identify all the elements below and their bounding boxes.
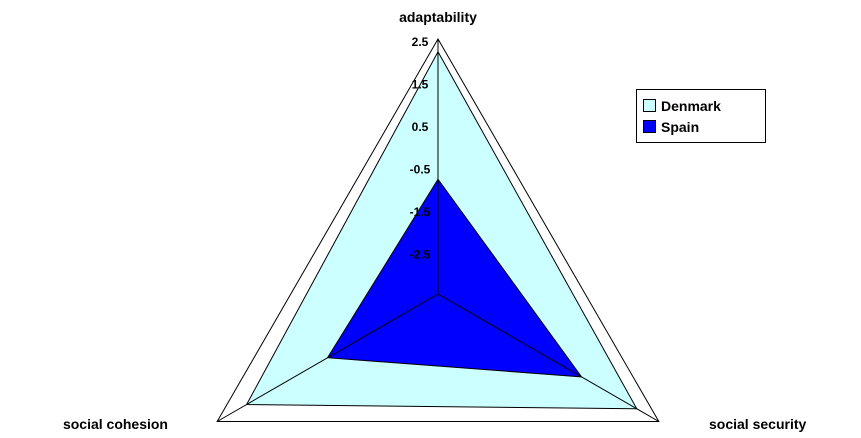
tick-label: -1.5 — [410, 205, 431, 219]
axis-label-social-cohesion: social cohesion — [63, 416, 168, 432]
series-layer — [245, 50, 638, 410]
tick-label: 0.5 — [412, 120, 429, 134]
tick-label: 2.5 — [412, 35, 429, 49]
tick-label: -2.5 — [410, 248, 431, 262]
legend-label-spain: Spain — [661, 118, 700, 135]
legend-swatch-spain — [643, 120, 656, 133]
tick-label: -0.5 — [410, 163, 431, 177]
axis-label-social-security: social security — [709, 416, 806, 432]
tick-labels: 2.5 1.5 0.5 -0.5 -1.5 -2.5 — [410, 35, 431, 262]
axis-spoke-social-cohesion — [216, 293, 439, 422]
legend-item-spain: Spain — [643, 116, 765, 137]
tick-label: 1.5 — [412, 78, 429, 92]
grid-ring — [216, 38, 660, 422]
legend-label-denmark: Denmark — [661, 97, 721, 114]
axis-label-adaptability: adaptability — [399, 9, 477, 25]
axis-spoke-social-security — [437, 293, 660, 422]
axis-spokes — [216, 39, 660, 422]
legend: Denmark Spain — [636, 89, 766, 143]
series-spain-area — [326, 178, 583, 378]
legend-swatch-denmark — [643, 99, 656, 112]
legend-item-denmark: Denmark — [643, 95, 765, 116]
